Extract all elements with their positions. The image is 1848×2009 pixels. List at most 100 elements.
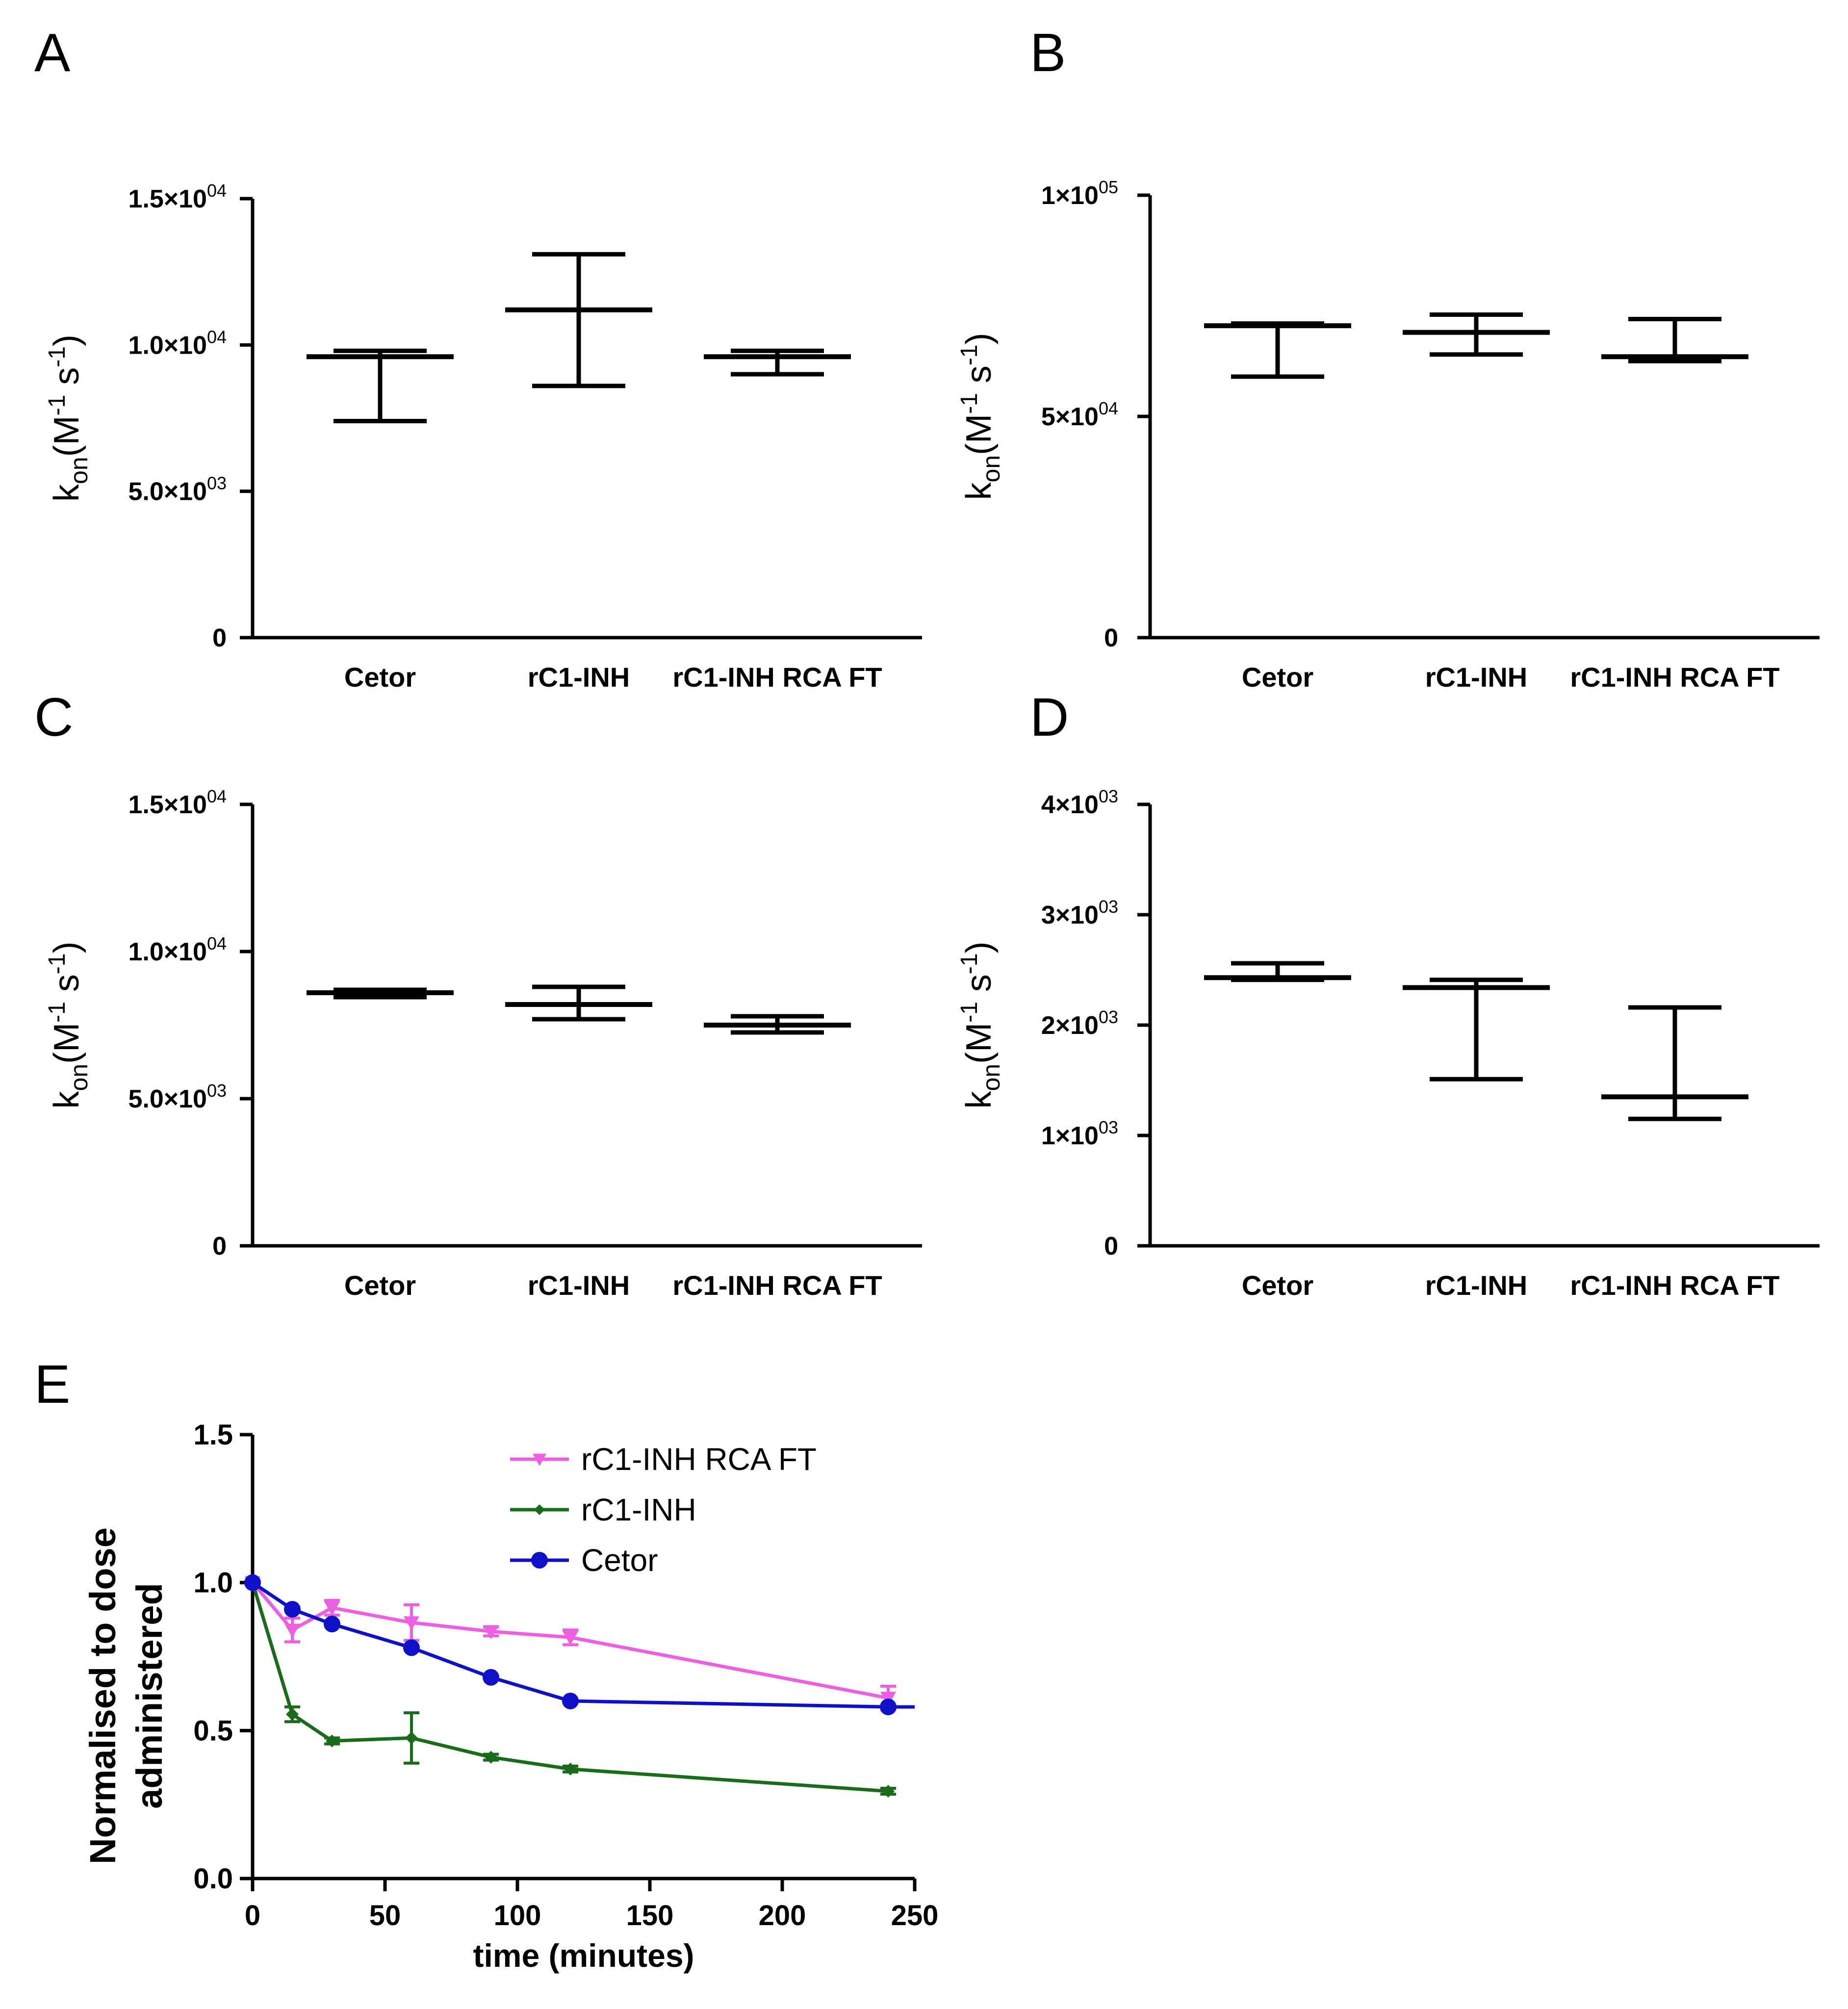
y-axis-label-sup1: -1 (44, 1002, 70, 1023)
y-axis-label: kon(M-1 s-1) (44, 335, 93, 502)
data-point (564, 1762, 577, 1776)
x-tick-label: 200 (759, 1900, 806, 1932)
y-axis-label-mid: (M (47, 415, 86, 457)
y-axis-label-close: ) (959, 333, 999, 345)
x-tick-label: 0 (245, 1900, 260, 1932)
y-tick-mantissa: 4×10 (1041, 791, 1099, 819)
y-tick-exponent: 03 (1099, 1117, 1118, 1137)
category-label: rC1-INH (1425, 662, 1527, 693)
y-axis-label-s: s (47, 974, 86, 1002)
data-point (880, 1699, 897, 1716)
data-point (531, 1552, 548, 1569)
y-axis-label-s: s (47, 367, 86, 395)
y-axis-label: kon(M-1 s-1) (44, 942, 93, 1109)
y-axis-label-close: ) (959, 942, 999, 953)
data-point (324, 1601, 340, 1616)
range-marker (1403, 978, 1550, 1082)
y-axis-label-close: ) (47, 942, 86, 953)
category-label: rC1-INH RCA FT (672, 662, 882, 693)
y-tick-label: 1.5 (193, 1419, 233, 1451)
series-line (252, 1581, 915, 1709)
y-tick-exponent: 04 (207, 933, 227, 953)
y-tick-label: 4×1003 (1041, 786, 1118, 819)
y-tick-exponent: 03 (1099, 1007, 1118, 1027)
y-axis-label-line: administered (129, 1583, 170, 1809)
y-axis-label-line: Normalised to dose (82, 1527, 123, 1864)
y-tick-label: 1.0×1004 (128, 933, 227, 966)
y-axis-label-close: ) (47, 335, 86, 346)
data-point (284, 1623, 300, 1638)
y-axis-label: kon(M-1 s-1) (956, 333, 1005, 500)
legend: rC1-INH RCA FT rC1-INH Cetor (510, 1442, 817, 1578)
y-tick-exponent: 03 (207, 473, 227, 493)
category-label: Cetor (1242, 662, 1313, 693)
y-tick-mantissa: 5×10 (1041, 403, 1099, 431)
y-tick-label: 5.0×1003 (128, 473, 227, 506)
y-tick-mantissa: 1×10 (1041, 1122, 1099, 1150)
y-tick-label: 1.0 (193, 1567, 233, 1599)
range-marker (1403, 312, 1550, 357)
y-axis-label-mid: (M (47, 1023, 86, 1064)
data-point (533, 1453, 546, 1466)
y-tick-mantissa: 5.0×10 (128, 1085, 207, 1113)
y-axis-label-base: k (47, 484, 86, 502)
y-tick-label: 5.0×1003 (128, 1081, 227, 1113)
y-axis-label-sub: on (65, 457, 93, 484)
y-tick-exponent: 04 (207, 327, 227, 347)
y-tick-mantissa: 1.5×10 (128, 791, 207, 819)
y-tick-exponent: 03 (1099, 897, 1118, 917)
x-tick-label: 100 (494, 1900, 541, 1932)
x-axis-label: time (minutes) (473, 1937, 694, 1974)
range-marker (704, 348, 851, 377)
series-rc1-inh-rca-ft (245, 1576, 896, 1712)
y-axis-label-base: k (959, 1090, 999, 1108)
y-tick-mantissa: 1×10 (1041, 181, 1099, 210)
panel-letter: B (1030, 23, 1066, 83)
legend-label: rC1-INH (581, 1492, 696, 1527)
y-tick-exponent: 03 (1099, 786, 1118, 806)
y-axis-label-sup2: -1 (956, 953, 982, 975)
category-label: Cetor (344, 1270, 416, 1301)
category-label: rC1-INH RCA FT (1570, 1270, 1779, 1301)
y-tick-exponent: 04 (1099, 398, 1118, 418)
y-tick-exponent: 03 (207, 1081, 227, 1101)
y-tick-mantissa: 0 (212, 1232, 227, 1261)
y-tick-label: 0 (212, 624, 227, 652)
range-marker (704, 1014, 851, 1035)
x-tick-label: 50 (369, 1900, 401, 1932)
y-axis-label-sub: on (977, 455, 1005, 483)
range-marker (307, 987, 454, 1000)
data-point (483, 1625, 499, 1640)
y-axis-label-mid: (M (959, 1023, 999, 1064)
y-axis-label-sub: on (65, 1064, 93, 1091)
y-tick-label: 1×1003 (1041, 1117, 1118, 1150)
range-marker (307, 348, 454, 423)
legend-label: rC1-INH RCA FT (581, 1442, 817, 1477)
y-tick-mantissa: 1.0×10 (128, 938, 207, 966)
y-axis-label-sup1: -1 (956, 393, 982, 414)
y-axis-label-base: k (47, 1090, 86, 1108)
y-tick-exponent: 04 (207, 786, 227, 806)
data-point (326, 1734, 338, 1748)
y-axis-label: kon(M-1 s-1) (956, 942, 1005, 1109)
panel-letter: A (34, 23, 71, 83)
y-tick-label: 0 (1104, 624, 1118, 652)
range-marker (1204, 321, 1351, 379)
data-point (284, 1600, 301, 1618)
legend-item: Cetor (510, 1543, 658, 1578)
y-tick-label: 0 (212, 1232, 227, 1261)
y-axis-label-sup2: -1 (956, 345, 982, 366)
range-marker (505, 984, 652, 1022)
data-point (404, 1616, 419, 1631)
legend-item: rC1-INH RCA FT (510, 1442, 817, 1477)
data-point (405, 1731, 418, 1745)
series-line (251, 1582, 889, 1793)
category-label: rC1-INH RCA FT (672, 1270, 882, 1301)
legend-label: Cetor (581, 1543, 658, 1578)
y-axis-label-sup1: -1 (44, 395, 70, 416)
data-point (244, 1574, 261, 1591)
